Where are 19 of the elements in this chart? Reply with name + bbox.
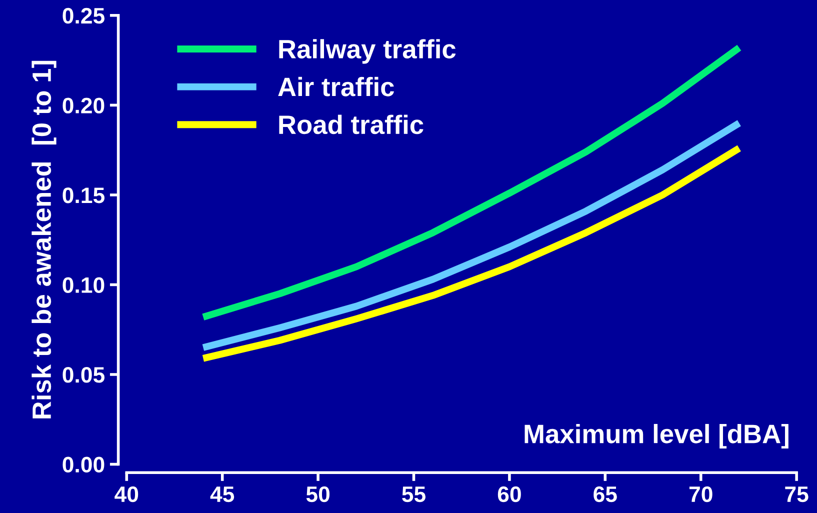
x-tick-label: 40	[114, 486, 138, 502]
x-tick-label: 50	[306, 486, 330, 502]
legend-label: Road traffic	[279, 114, 424, 134]
legend-label: Air traffic	[278, 76, 394, 96]
y-tick-label: 0.25	[62, 8, 104, 24]
y-tick-label: 0.05	[62, 367, 104, 383]
x-axis-title: Maximum level [dBA]	[524, 424, 788, 449]
x-tick-label: 45	[210, 486, 234, 502]
y-tick-label: 0.10	[62, 277, 104, 293]
x-tick-label: 55	[402, 486, 426, 502]
y-tick-label: 0.20	[62, 98, 104, 114]
x-tick-label: 60	[498, 486, 521, 502]
y-axis-title: Risk to be awakened [0 to 1]	[32, 60, 56, 418]
x-tick-label: 65	[594, 486, 617, 502]
y-tick-label: 0.00	[62, 456, 104, 473]
legend-label: Railway traffic	[279, 39, 456, 64]
x-tick-label: 75	[785, 486, 808, 502]
x-tick-label: 70	[689, 486, 712, 502]
y-tick-label: 0.15	[62, 187, 104, 204]
